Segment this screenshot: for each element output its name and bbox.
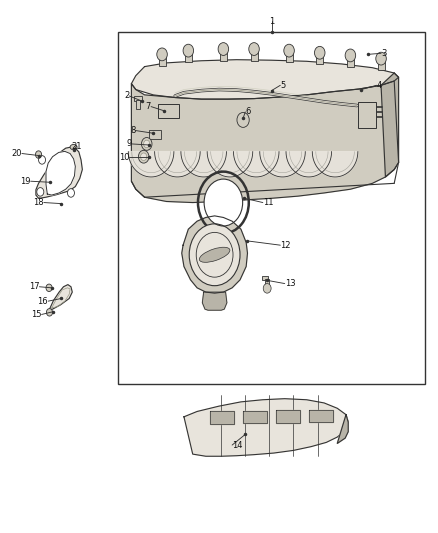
Circle shape xyxy=(237,112,249,127)
Bar xyxy=(286,51,293,62)
Polygon shape xyxy=(131,60,399,99)
Ellipse shape xyxy=(70,144,77,150)
Text: 9: 9 xyxy=(126,140,131,148)
Text: 18: 18 xyxy=(33,198,44,207)
Bar xyxy=(149,130,161,139)
Text: 3: 3 xyxy=(381,49,386,58)
Polygon shape xyxy=(46,151,75,195)
Circle shape xyxy=(314,46,325,59)
Circle shape xyxy=(46,309,53,316)
Polygon shape xyxy=(312,151,358,177)
Text: 15: 15 xyxy=(31,310,42,319)
Bar xyxy=(378,59,385,70)
Text: 20: 20 xyxy=(11,149,22,158)
Polygon shape xyxy=(49,285,72,310)
Circle shape xyxy=(46,284,52,292)
Bar xyxy=(134,96,142,101)
Bar xyxy=(358,102,376,128)
Polygon shape xyxy=(243,411,267,423)
Circle shape xyxy=(35,151,42,158)
Text: 16: 16 xyxy=(38,297,48,305)
Circle shape xyxy=(39,156,46,164)
Polygon shape xyxy=(381,73,399,177)
Text: 13: 13 xyxy=(285,279,295,288)
Circle shape xyxy=(141,138,152,150)
Circle shape xyxy=(189,224,240,286)
Text: 11: 11 xyxy=(263,198,273,207)
Bar xyxy=(347,55,354,67)
Circle shape xyxy=(157,48,167,61)
Circle shape xyxy=(196,232,233,277)
Polygon shape xyxy=(182,216,247,293)
Bar xyxy=(316,53,323,64)
Polygon shape xyxy=(309,410,333,422)
Circle shape xyxy=(218,43,229,55)
Text: 8: 8 xyxy=(131,126,136,135)
Circle shape xyxy=(183,44,194,57)
Polygon shape xyxy=(276,410,300,423)
Bar xyxy=(159,54,166,66)
Polygon shape xyxy=(184,399,348,456)
Text: 7: 7 xyxy=(146,102,151,111)
Text: 14: 14 xyxy=(232,441,243,449)
Text: 1: 1 xyxy=(269,17,274,26)
Polygon shape xyxy=(337,415,348,443)
Circle shape xyxy=(138,150,149,163)
Polygon shape xyxy=(181,151,226,177)
Polygon shape xyxy=(128,151,174,177)
Polygon shape xyxy=(207,151,253,177)
Text: 6: 6 xyxy=(245,108,251,116)
Polygon shape xyxy=(202,292,227,310)
Circle shape xyxy=(144,140,150,148)
Bar xyxy=(265,279,269,288)
Text: 19: 19 xyxy=(20,177,31,185)
Bar xyxy=(158,104,179,118)
Polygon shape xyxy=(233,151,279,177)
Text: 17: 17 xyxy=(29,282,39,291)
Ellipse shape xyxy=(199,247,230,262)
Bar xyxy=(118,32,425,384)
Polygon shape xyxy=(131,81,399,203)
Circle shape xyxy=(204,179,243,226)
Polygon shape xyxy=(36,147,82,198)
Circle shape xyxy=(345,49,356,62)
Text: 21: 21 xyxy=(71,142,82,150)
Bar xyxy=(220,49,227,61)
Circle shape xyxy=(376,52,386,65)
Bar xyxy=(185,51,192,62)
Circle shape xyxy=(263,284,271,293)
Bar xyxy=(136,100,140,109)
Text: 2: 2 xyxy=(124,92,129,100)
Circle shape xyxy=(67,189,74,197)
Text: 4: 4 xyxy=(377,81,382,90)
Circle shape xyxy=(141,153,147,160)
Circle shape xyxy=(284,44,294,57)
Polygon shape xyxy=(155,151,200,177)
Polygon shape xyxy=(286,151,332,177)
Bar xyxy=(251,49,258,61)
Polygon shape xyxy=(260,151,305,177)
Text: 12: 12 xyxy=(280,241,291,249)
Circle shape xyxy=(37,188,44,196)
Text: 10: 10 xyxy=(119,153,129,161)
Bar xyxy=(262,276,268,280)
Text: 5: 5 xyxy=(280,81,286,90)
Circle shape xyxy=(249,43,259,55)
Polygon shape xyxy=(210,411,234,424)
